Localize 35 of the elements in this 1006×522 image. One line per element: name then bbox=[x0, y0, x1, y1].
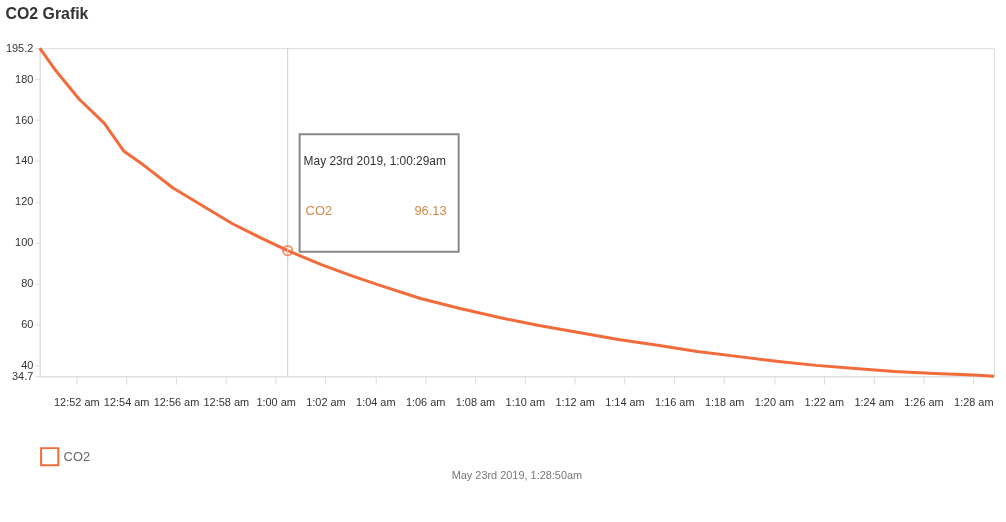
y-tick-label: 195.2 bbox=[5, 41, 34, 54]
x-tick-label: 1:22 am bbox=[804, 395, 845, 408]
x-tick-label: 12:52 am bbox=[54, 395, 100, 408]
x-tick-label: 1:06 am bbox=[405, 395, 446, 408]
text: May 23rd 2019, 1:28:50am bbox=[451, 468, 583, 481]
x-tick-label: 1:12 am bbox=[555, 395, 595, 408]
annotation: May 23rd 2019, 1:00:29am bbox=[303, 154, 446, 169]
x-tick-label: 1:00 am bbox=[256, 395, 296, 408]
y-tick-label: 140 bbox=[15, 154, 34, 167]
x-tick-label: 1:24 am bbox=[854, 395, 894, 408]
x-tick-label: 1:08 am bbox=[455, 395, 496, 408]
x-tick-label: 12:54 am bbox=[103, 395, 150, 408]
y-tick-label: 180 bbox=[15, 72, 34, 85]
x-tick-label: 1:26 am bbox=[904, 395, 944, 408]
x-tick-label: 1:28 am bbox=[954, 395, 994, 408]
text: CO2 bbox=[305, 202, 333, 218]
chart-title: CO2 Grafik bbox=[5, 5, 89, 23]
y-tick-label: 80 bbox=[21, 277, 34, 290]
y-tick-label: 100 bbox=[15, 236, 34, 249]
y-tick-label: 40 bbox=[21, 358, 34, 371]
x-tick-label: 12:56 am bbox=[153, 395, 200, 408]
y-tick-label: 160 bbox=[15, 113, 34, 126]
annotation: 96.13 bbox=[414, 202, 447, 218]
x-tick-label: 1:14 am bbox=[605, 395, 645, 408]
legend-label: CO2 bbox=[63, 448, 91, 464]
y-tick-label: 60 bbox=[21, 317, 34, 330]
x-tick-label: 12:58 am bbox=[203, 395, 250, 408]
y-tick-label: 34.7 bbox=[12, 369, 34, 382]
y-tick-label: 120 bbox=[15, 195, 34, 208]
x-tick-label: 1:18 am bbox=[704, 395, 745, 408]
x-tick-label: 1:04 am bbox=[356, 395, 396, 408]
x-tick-label: 1:02 am bbox=[306, 395, 346, 408]
x-tick-label: 1:20 am bbox=[754, 395, 795, 408]
x-tick-label: 1:10 am bbox=[505, 395, 546, 408]
x-tick-label: 1:16 am bbox=[655, 395, 695, 408]
